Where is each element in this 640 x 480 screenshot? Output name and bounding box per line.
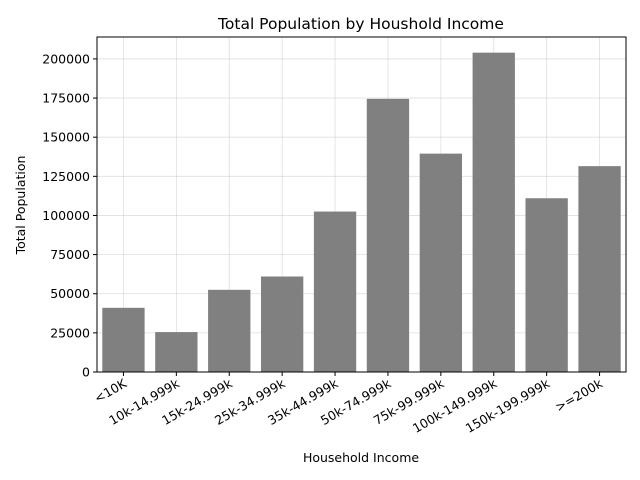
bar bbox=[313, 211, 357, 372]
y-tick-label: 125000 bbox=[42, 169, 90, 184]
x-tick-label: <10K bbox=[92, 375, 130, 406]
plot-frame bbox=[96, 36, 627, 373]
y-tick-label: 100000 bbox=[42, 208, 90, 223]
bar bbox=[366, 98, 410, 373]
y-axis-label: Total Population bbox=[13, 156, 28, 256]
bar bbox=[578, 166, 621, 372]
bar bbox=[208, 289, 251, 372]
y-tick-label: 75000 bbox=[50, 247, 90, 262]
bar bbox=[472, 52, 515, 372]
y-tick-label: 25000 bbox=[50, 325, 90, 340]
bar bbox=[419, 153, 463, 372]
y-tick-label: 0 bbox=[82, 365, 90, 380]
bar bbox=[155, 332, 198, 372]
y-tick-label: 175000 bbox=[42, 91, 90, 106]
x-tick-label: >=200k bbox=[552, 375, 605, 414]
y-tick-label: 200000 bbox=[42, 51, 90, 66]
x-axis-label: Household Income bbox=[303, 450, 419, 465]
bar bbox=[102, 307, 145, 372]
bar bbox=[260, 276, 304, 372]
x-axis-ticks: <10K10k-14.999k15k-24.999k25k-34.999k35k… bbox=[92, 372, 606, 436]
bar bbox=[525, 198, 568, 372]
y-tick-label: 50000 bbox=[50, 286, 90, 301]
bars bbox=[102, 52, 621, 373]
y-axis-ticks: 0 25000 50000 75000 100000 125000 150000 175000… bbox=[42, 51, 97, 380]
chart-title: Total Population by Houshold Income bbox=[217, 15, 504, 33]
y-tick-label: 150000 bbox=[42, 130, 90, 145]
